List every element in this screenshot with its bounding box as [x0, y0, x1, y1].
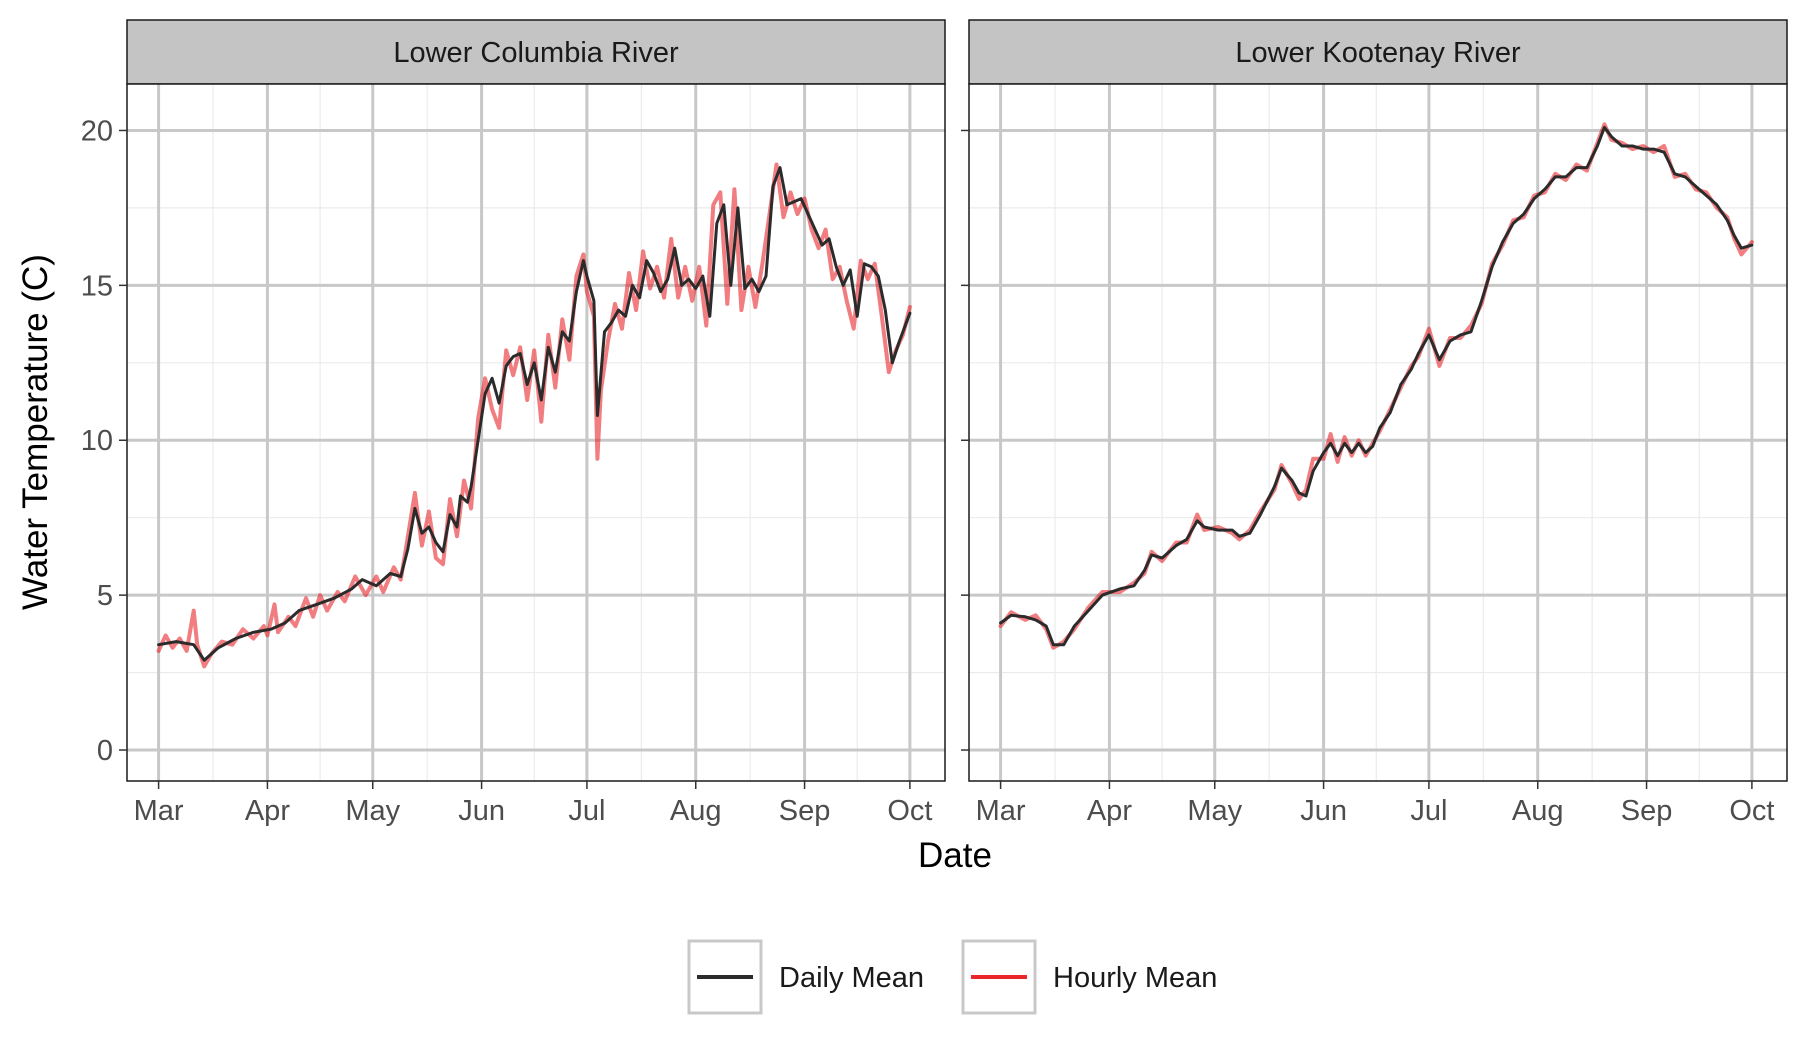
- facet-strip: [126, 19, 946, 85]
- x-tick-label: Apr: [245, 795, 290, 827]
- x-tick-label: Jul: [568, 795, 605, 827]
- plot-background: [127, 84, 945, 781]
- x-tick-label: May: [345, 795, 400, 827]
- facet-strip: [968, 19, 1788, 85]
- panel-border: [968, 83, 1788, 782]
- x-tick-label: Jul: [1410, 795, 1447, 827]
- x-tick-label: Oct: [887, 795, 932, 827]
- panel-border: [126, 83, 946, 782]
- x-tick-label: Aug: [1512, 795, 1564, 827]
- legend-item-daily-mean: Daily Mean: [687, 939, 924, 1015]
- panel-2: Lower Kootenay River Mar Apr May Jun Jul Aug Se…: [961, 19, 1788, 827]
- y-tick-label: 20: [81, 115, 113, 147]
- x-tick-label: Oct: [1729, 795, 1774, 827]
- panels-layer: Lower Columbia River Mar Apr May Jun Jul Aug Se…: [81, 19, 1788, 827]
- x-tick-label: Apr: [1087, 795, 1132, 827]
- x-tick-label: May: [1187, 795, 1242, 827]
- series-line-hourly-mean: [156, 162, 912, 669]
- x-tick-label: Sep: [1621, 795, 1673, 827]
- legend: Daily Mean Hourly Mean: [687, 939, 1217, 1015]
- series-line-daily-mean: [999, 125, 1754, 647]
- facet-title: Lower Columbia River: [393, 37, 679, 69]
- x-tick-label: Aug: [670, 795, 722, 827]
- y-tick-label: 10: [81, 425, 113, 457]
- x-tick-label: Mar: [134, 795, 184, 827]
- x-tick-label: Sep: [779, 795, 831, 827]
- x-tick-label: Mar: [976, 795, 1026, 827]
- legend-item-hourly-mean: Hourly Mean: [961, 939, 1217, 1015]
- y-tick-label: 15: [81, 270, 113, 302]
- y-axis-label: Water Temperature (C): [16, 254, 55, 610]
- legend-label: Hourly Mean: [1053, 962, 1217, 994]
- x-tick-label: Jun: [458, 795, 505, 827]
- x-tick-label: Jun: [1300, 795, 1347, 827]
- facet-title: Lower Kootenay River: [1235, 37, 1521, 69]
- y-tick-label: 5: [97, 580, 113, 612]
- y-tick-label: 0: [97, 735, 113, 767]
- series-line-daily-mean: [157, 166, 912, 662]
- panel-1: Lower Columbia River Mar Apr May Jun Jul Aug Se…: [81, 19, 946, 827]
- x-axis-label: Date: [918, 836, 992, 875]
- legend-label: Daily Mean: [779, 962, 924, 994]
